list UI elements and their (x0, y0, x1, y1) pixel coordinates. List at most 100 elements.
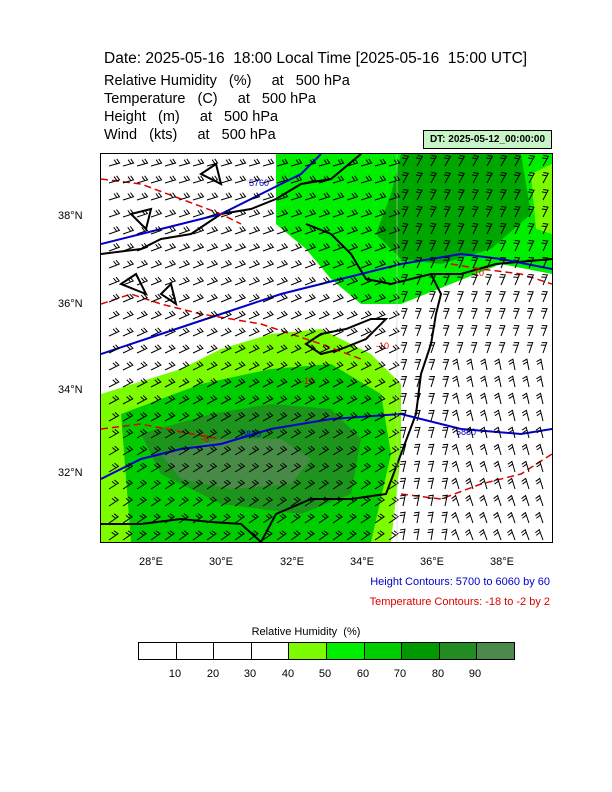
wind-barb (374, 293, 386, 303)
colorbar-title: Relative Humidity (%) (251, 626, 361, 638)
colorbar-cell (477, 643, 514, 659)
wind-barb (318, 209, 331, 218)
wind-barb (276, 310, 288, 320)
wind-barb (526, 325, 534, 337)
wind-barb (206, 209, 219, 218)
wind-barb (290, 192, 303, 201)
wind-barb (136, 158, 149, 167)
wind-barb (192, 428, 204, 439)
wind-barb (388, 411, 400, 422)
wind-barb (414, 359, 422, 371)
wind-barb (150, 496, 162, 507)
wind-barb (332, 411, 344, 422)
wind-barb (192, 361, 204, 371)
wind-barb (332, 378, 344, 388)
wind-barb (262, 344, 274, 354)
wind-barb (318, 428, 330, 439)
colorbar-cell (439, 643, 478, 659)
wind-barb (290, 378, 302, 388)
wind-barb (399, 511, 406, 524)
wind-barb (429, 188, 437, 201)
wind-barb (122, 496, 134, 507)
wind-barb (493, 426, 502, 439)
wind-barb (428, 342, 436, 354)
variable-line-temperature: Temperature (C) at 500 hPa (104, 91, 316, 107)
wind-barb (388, 310, 400, 320)
wind-barb (178, 243, 191, 252)
wind-barb (414, 409, 421, 422)
wind-barb (429, 274, 437, 286)
wind-barb (318, 175, 331, 184)
wind-barb (178, 428, 190, 439)
colorbar-label: 60 (356, 668, 370, 680)
wind-barb (234, 243, 247, 252)
wind-barb (514, 155, 522, 167)
wind-barb (521, 528, 530, 541)
wind-barb (388, 158, 401, 167)
wind-barb (507, 409, 516, 422)
wind-barb (136, 310, 148, 320)
wind-barb (262, 361, 274, 371)
wind-barb (150, 378, 162, 388)
wind-barb (388, 209, 401, 218)
wind-barb (528, 155, 536, 167)
wind-barb (178, 378, 190, 388)
wind-barb (415, 205, 423, 218)
wind-barb (332, 158, 345, 167)
lon-tick-label: 38°E (490, 556, 514, 568)
wind-barb (443, 205, 451, 218)
wind-barb (122, 276, 135, 286)
wind-barb (456, 342, 464, 354)
wind-barb (304, 344, 316, 354)
wind-barb (415, 274, 423, 286)
wind-barb (413, 528, 420, 541)
colorbar-label: 50 (318, 668, 332, 680)
wind-barb (470, 342, 478, 354)
wind-barb (122, 310, 134, 320)
wind-barb (452, 358, 460, 371)
wind-barb (512, 325, 520, 337)
wind-barb (164, 175, 177, 184)
wind-barb (164, 293, 176, 303)
wind-barb (220, 530, 231, 541)
wind-barb (498, 342, 506, 354)
wind-barb (457, 274, 465, 286)
colorbar-label: 70 (393, 668, 407, 680)
wind-barb (374, 158, 387, 167)
wind-barb (318, 479, 330, 490)
wind-barb (248, 361, 260, 371)
wind-barb (442, 392, 449, 405)
wind-barb (178, 530, 189, 541)
wind-barb (493, 460, 502, 473)
wind-barb (500, 155, 508, 167)
wind-barb (428, 392, 435, 405)
wind-barb (206, 428, 218, 439)
wind-barb (122, 411, 134, 422)
wind-barb (234, 175, 247, 184)
wind-barb (401, 172, 410, 184)
wind-barb (234, 462, 246, 473)
colorbar-cell (364, 643, 403, 659)
wind-barb (415, 291, 422, 303)
wind-barb (318, 259, 331, 269)
wind-barb (192, 462, 204, 473)
wind-barb (220, 513, 231, 524)
height-contour-note: Height Contours: 5700 to 6060 by 60 (370, 576, 550, 588)
wind-barb (164, 445, 176, 456)
wind-barb (234, 310, 246, 320)
wind-barb (304, 496, 316, 507)
wind-barb (150, 243, 163, 252)
wind-barb (513, 308, 520, 320)
wind-barb (479, 460, 488, 473)
wind-barb (471, 308, 478, 320)
wind-barb (466, 392, 474, 405)
wind-barb (108, 327, 120, 337)
wind-barb (346, 259, 359, 269)
wind-barb (332, 361, 344, 371)
wind-barb (150, 192, 163, 201)
wind-barb (276, 243, 289, 252)
wind-barb (360, 276, 373, 286)
wind-barb (485, 239, 493, 252)
wind-barb (485, 274, 493, 286)
wind-barb (471, 172, 480, 184)
